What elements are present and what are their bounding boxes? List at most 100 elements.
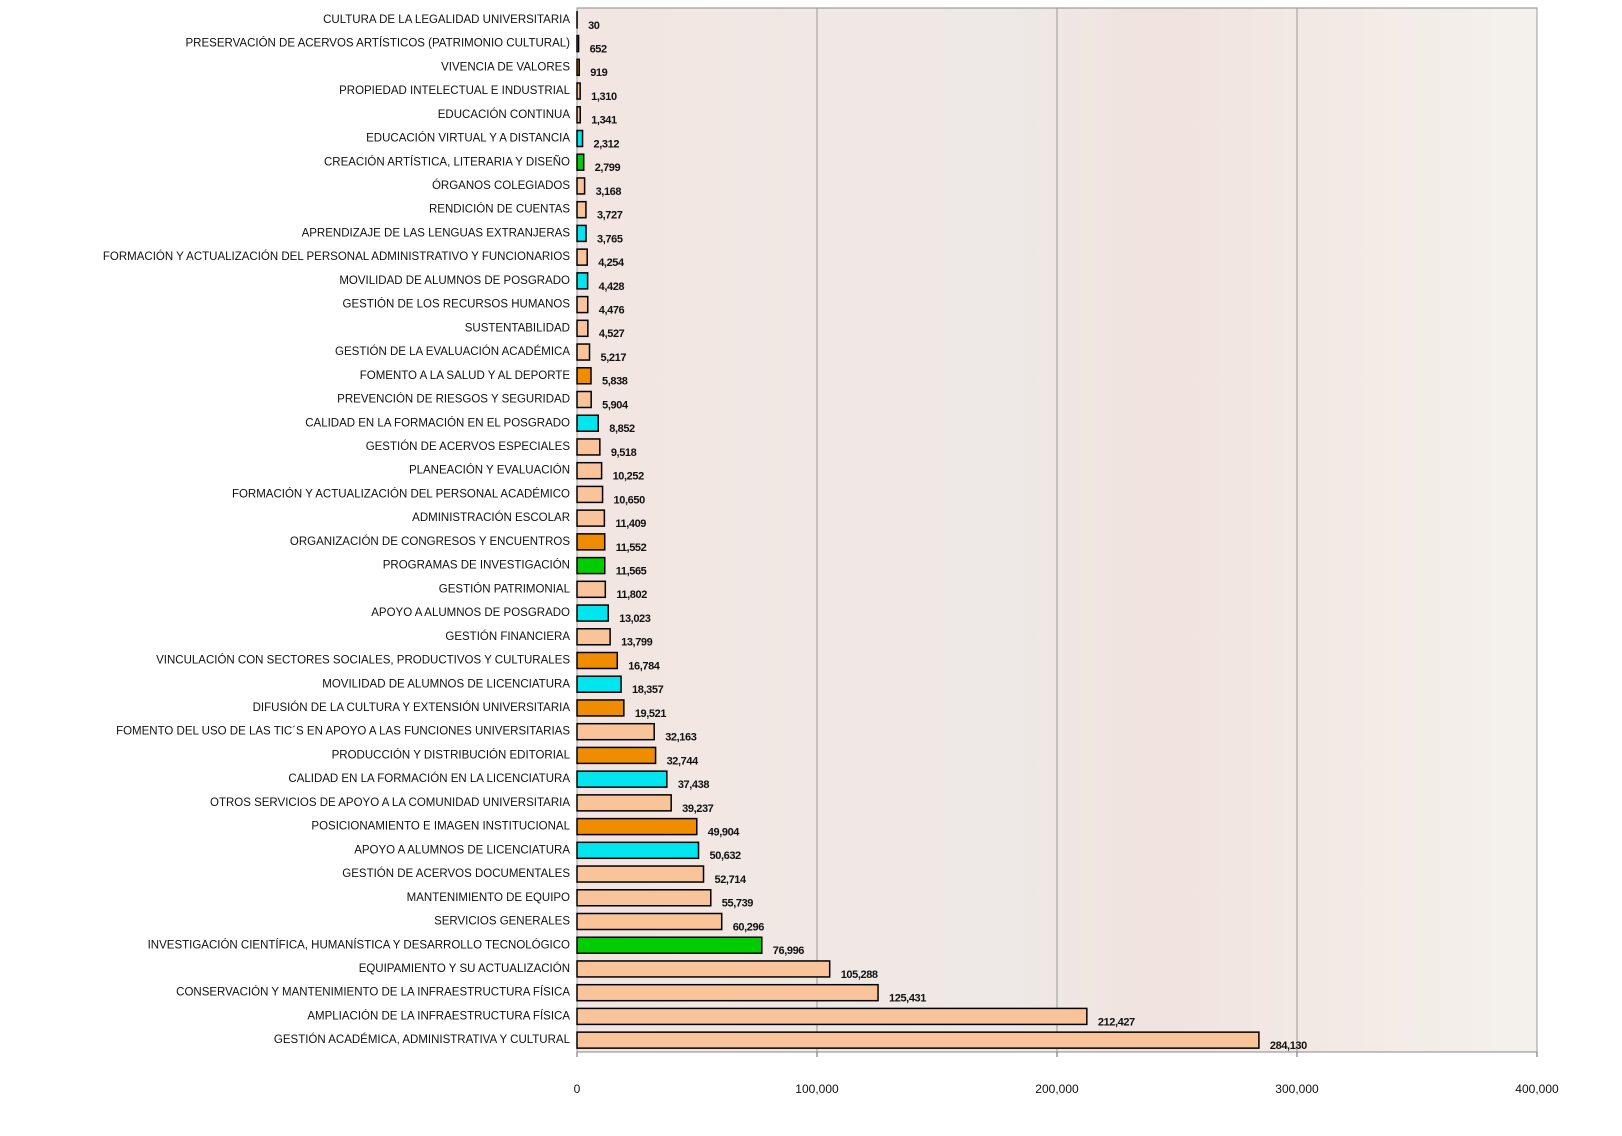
bar (576, 390, 592, 409)
y-tick-label: PRESERVACIÓN DE ACERVOS ARTÍSTICOS (PATR… (186, 37, 571, 50)
bar (576, 414, 599, 432)
y-tick-label: PLANEACIÓN Y EVALUACIÓN (409, 464, 570, 477)
bar (576, 960, 831, 978)
y-tick-label: FOMENTO A LA SALUD Y AL DEPORTE (360, 370, 571, 382)
y-tick-label: ADMINISTRACIÓN ESCOLAR (412, 511, 570, 524)
bar (576, 889, 712, 907)
y-tick-label: GESTIÓN ACADÉMICA, ADMINISTRATIVA Y CULT… (274, 1033, 571, 1046)
y-tick-label: SUSTENTABILIDAD (465, 322, 570, 334)
y-tick-label: SERVICIOS GENERALES (434, 916, 570, 928)
value-label: 30 (588, 20, 600, 32)
y-tick-label: ORGANIZACIÓN DE CONGRESOS Y ENCUENTROS (290, 535, 570, 548)
y-tick-label: PROPIEDAD INTELECTUAL E INDUSTRIAL (339, 85, 571, 97)
y-tick-label: DIFUSIÓN DE LA CULTURA Y EXTENSIÓN UNIVE… (253, 701, 571, 714)
x-tick-label: 300,000 (1275, 1082, 1319, 1096)
value-label: 2,312 (594, 138, 620, 150)
y-tick-label: GESTIÓN DE ACERVOS ESPECIALES (366, 440, 571, 453)
bar (576, 1031, 1260, 1049)
value-label: 55,739 (722, 898, 754, 910)
bar (576, 248, 588, 266)
y-tick-label: GESTIÓN PATRIMONIAL (439, 582, 571, 595)
bar (576, 200, 587, 219)
bar (576, 746, 657, 765)
value-label: 4,476 (599, 304, 625, 316)
value-label: 5,904 (602, 399, 629, 411)
bar (576, 82, 581, 100)
bar (576, 794, 672, 812)
y-tick-label: PREVENCIÓN DE RIESGOS Y SEGURIDAD (337, 393, 570, 406)
bar (576, 841, 700, 860)
bar (576, 651, 619, 670)
bar (576, 675, 622, 693)
y-tick-label: APRENDIZAJE DE LAS LENGUAS EXTRANJERAS (302, 227, 571, 239)
bar (576, 770, 668, 788)
bar (576, 936, 763, 954)
value-label: 105,288 (841, 969, 878, 981)
y-tick-label: FORMACIÓN Y ACTUALIZACIÓN DEL PERSONAL A… (232, 487, 570, 500)
bar (576, 699, 625, 717)
value-label: 32,163 (665, 732, 697, 744)
value-label: 50,632 (710, 850, 742, 862)
y-tick-label: CALIDAD EN LA FORMACIÓN EN EL POSGRADO (305, 416, 570, 429)
value-label: 39,237 (682, 803, 714, 815)
bar (576, 533, 606, 551)
bar (576, 106, 581, 124)
value-label: 3,168 (596, 186, 622, 198)
bar (576, 272, 589, 290)
bar (576, 343, 591, 361)
bar (576, 58, 580, 77)
value-label: 2,799 (595, 162, 621, 174)
value-label: 11,802 (616, 589, 647, 601)
bar (576, 628, 611, 646)
value-label: 37,438 (678, 779, 710, 791)
y-tick-label: MANTENIMIENTO DE EQUIPO (407, 892, 570, 904)
value-label: 3,765 (597, 233, 623, 245)
x-tick-label: 100,000 (795, 1082, 839, 1096)
value-label: 919 (590, 67, 607, 79)
y-tick-label: POSICIONAMIENTO E IMAGEN INSTITUCIONAL (311, 821, 570, 833)
y-tick-label: APOYO A ALUMNOS DE POSGRADO (371, 607, 570, 619)
value-label: 3,727 (597, 210, 623, 222)
value-label: 13,023 (619, 613, 651, 625)
y-tick-label: GESTIÓN DE LOS RECURSOS HUMANOS (343, 298, 571, 311)
value-label: 60,296 (733, 921, 765, 933)
y-tick-label: PRODUCCIÓN Y DISTRIBUCIÓN EDITORIAL (332, 748, 571, 761)
bar (576, 556, 606, 575)
bar (576, 367, 592, 385)
bar (576, 438, 601, 456)
value-label: 32,744 (667, 755, 700, 767)
y-tick-label: OTROS SERVICIOS DE APOYO A LA COMUNIDAD … (210, 797, 570, 809)
value-label: 652 (590, 43, 607, 55)
bar (576, 224, 587, 243)
bar (576, 153, 585, 171)
value-label: 11,409 (615, 518, 646, 530)
x-tick-label: 400,000 (1515, 1082, 1559, 1096)
y-tick-label: MOVILIDAD DE ALUMNOS DE POSGRADO (339, 275, 570, 287)
value-label: 11,565 (616, 565, 647, 577)
bar (576, 509, 606, 527)
y-tick-label: GESTIÓN FINANCIERA (445, 630, 570, 643)
y-tick-label: CALIDAD EN LA FORMACIÓN EN LA LICENCIATU… (288, 772, 570, 785)
bar (576, 722, 655, 741)
value-label: 49,904 (708, 826, 741, 838)
x-tick-label: 200,000 (1035, 1082, 1079, 1096)
value-label: 5,838 (602, 376, 628, 388)
value-label: 19,521 (635, 708, 667, 720)
y-tick-label: APOYO A ALUMNOS DE LICENCIATURA (354, 844, 570, 856)
y-tick-label: CULTURA DE LA LEGALIDAD UNIVERSITARIA (323, 14, 570, 26)
bar (576, 177, 586, 195)
value-label: 18,357 (632, 684, 664, 696)
bar (576, 817, 698, 836)
value-label: 9,518 (611, 447, 637, 459)
bar (576, 1007, 1088, 1026)
y-tick-label: VIVENCIA DE VALORES (441, 61, 570, 73)
y-tick-label: INVESTIGACIÓN CIENTÍFICA, HUMANÍSTICA Y … (148, 938, 570, 951)
bar (576, 485, 604, 504)
y-tick-label: MOVILIDAD DE ALUMNOS DE LICENCIATURA (322, 678, 570, 690)
bar (576, 461, 603, 480)
bar (576, 319, 589, 338)
bar (576, 912, 723, 931)
y-tick-label: AMPLIACIÓN DE LA INFRAESTRUCTURA FÍSICA (307, 1009, 570, 1022)
value-label: 10,252 (613, 471, 645, 483)
